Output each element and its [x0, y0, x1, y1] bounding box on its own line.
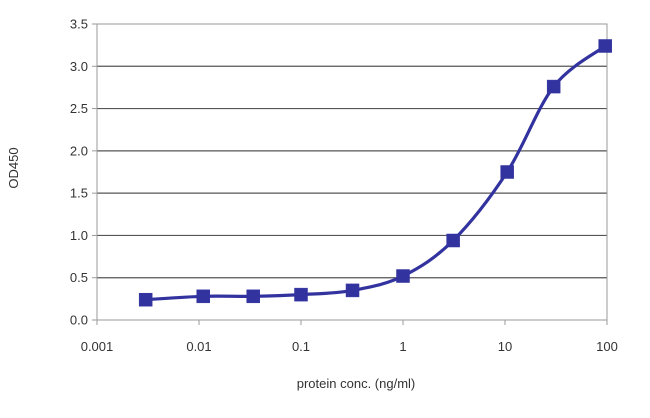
y-tick-label-7: 3.5	[70, 17, 88, 32]
y-tick-label-4: 2.0	[70, 143, 88, 158]
x-tick-label-4: 10	[498, 339, 512, 354]
series	[138, 39, 612, 307]
y-tick-label-3: 1.5	[70, 186, 88, 201]
y-axis: 0.0 0.5 1.0 1.5 2.0 2.5 3.0 3.5	[70, 17, 97, 328]
x-tick-label-1: 0.01	[186, 339, 211, 354]
y-tick-label-1: 0.5	[70, 270, 88, 285]
gridlines	[97, 65, 607, 279]
data-point-4	[345, 283, 360, 298]
x-axis-label: protein conc. (ng/ml)	[297, 376, 416, 391]
data-point-5	[396, 269, 410, 283]
y-tick-label-5: 2.5	[70, 101, 88, 116]
data-point-9	[598, 39, 612, 53]
data-point-6	[446, 233, 460, 248]
x-tick-label-2: 0.1	[292, 339, 310, 354]
y-tick-label-0: 0.0	[70, 313, 88, 328]
y-axis-label: OD450	[6, 147, 21, 188]
data-point-2	[246, 289, 260, 304]
data-point-3	[294, 287, 308, 302]
x-tick-label-0: 0.001	[81, 339, 114, 354]
x-tick-label-3: 1	[399, 339, 406, 354]
y-tick-label-6: 3.0	[70, 59, 88, 74]
x-tick-label-5: 100	[596, 339, 618, 354]
data-point-1	[196, 289, 210, 304]
data-point-7	[500, 165, 514, 179]
series-line-0	[144, 44, 607, 302]
plot-area-border	[96, 23, 608, 321]
data-point-0	[138, 292, 153, 307]
x-axis: 0.001 0.01 0.1 1 10 100	[81, 320, 618, 354]
data-point-8	[546, 79, 561, 94]
y-tick-label-2: 1.0	[70, 228, 88, 243]
